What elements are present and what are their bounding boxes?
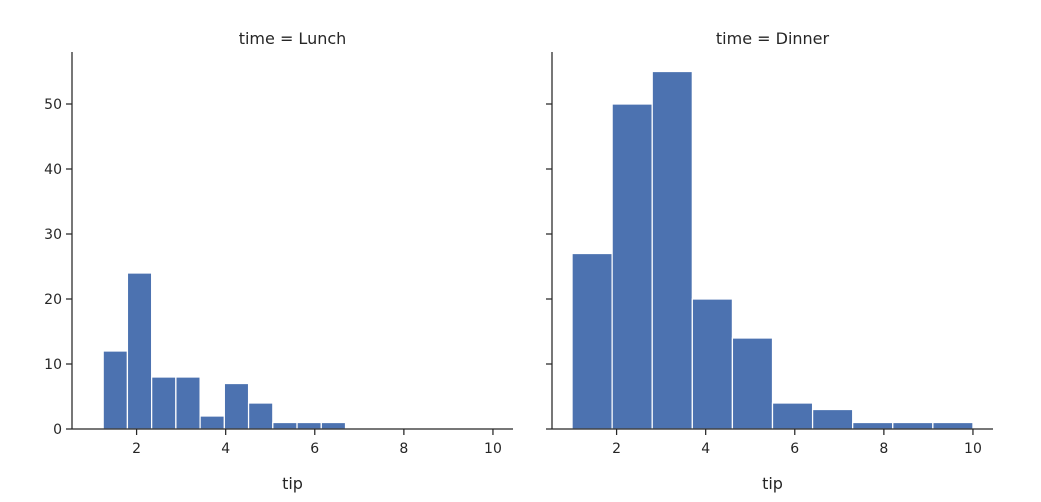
histogram-bar [811,408,854,430]
y-tick-label: 40 [44,162,62,178]
histogram-bar [731,337,774,430]
histogram-bar [771,402,814,430]
panel-title-lunch: time = Lunch [239,29,347,48]
histogram-bar [126,272,153,430]
x-ticks-dinner: 2 4 6 8 10 [612,429,982,457]
x-tick-label: 10 [964,441,982,457]
x-axis-title-dinner: tip [762,474,783,493]
histogram-bar [932,421,974,430]
histogram-bar [175,376,201,430]
y-tick-label: 0 [53,422,62,438]
x-tick-label: 10 [484,441,502,457]
histogram-bar [199,415,225,430]
histogram-bar [571,252,613,430]
y-tick-label: 10 [44,357,62,373]
histogram-bar [296,421,322,430]
histogram-bar [102,350,129,430]
panel-title-dinner: time = Dinner [716,29,830,48]
y-ticks-dinner [546,103,552,430]
y-ticks-lunch: 0 10 20 30 40 50 [44,97,72,438]
x-tick-label: 6 [310,441,319,457]
panel-lunch: time = Lunch 0 10 20 30 40 50 2 4 6 8 10 tip [44,29,513,493]
histogram-bar [223,382,250,430]
histogram-bar [611,103,653,430]
x-tick-label: 4 [701,441,710,457]
histogram-bar [691,298,734,430]
bars-lunch [102,272,347,430]
histogram-bar [651,70,693,430]
x-tick-label: 2 [612,441,621,457]
histogram-bar [151,376,177,430]
histogram-bar [272,421,298,430]
x-tick-label: 8 [879,441,888,457]
x-tick-label: 6 [790,441,799,457]
histogram-bar [247,402,274,430]
y-tick-label: 30 [44,227,62,243]
histogram-bar [852,421,894,430]
x-axis-title-lunch: tip [282,474,303,493]
bars-dinner [571,70,974,430]
histogram-bar [892,421,934,430]
histogram-bar [320,421,347,430]
x-tick-label: 8 [399,441,408,457]
y-tick-label: 20 [44,292,62,308]
y-tick-label: 50 [44,97,62,113]
panel-dinner: time = Dinner 2 4 6 8 10 tip [546,29,993,493]
x-tick-label: 4 [221,441,230,457]
x-tick-label: 2 [132,441,141,457]
x-ticks-lunch: 2 4 6 8 10 [132,429,502,457]
